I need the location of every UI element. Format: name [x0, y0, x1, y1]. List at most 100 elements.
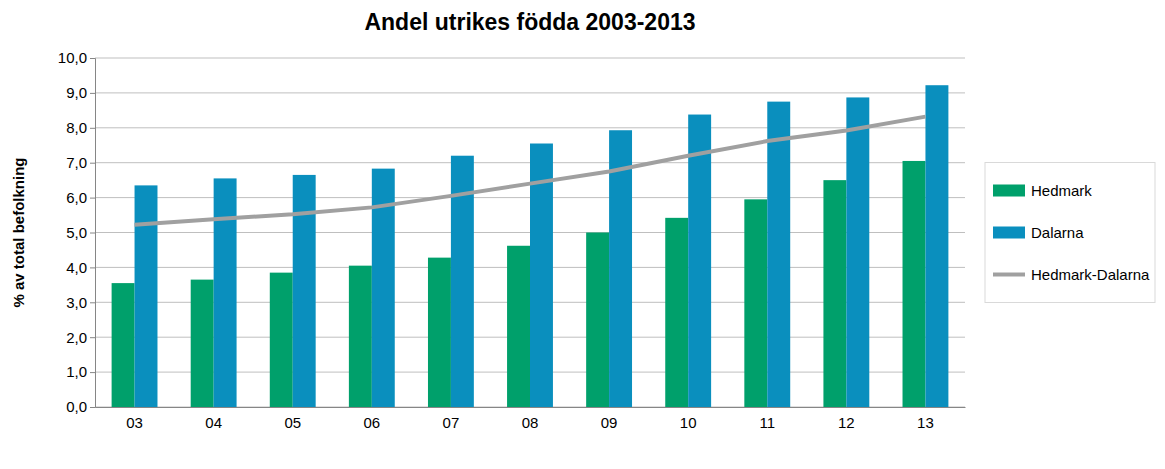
- x-tick-label: 12: [838, 414, 855, 431]
- x-tick: 05: [284, 407, 301, 431]
- y-tick: 2,0: [66, 329, 95, 346]
- x-tick-label: 06: [363, 414, 380, 431]
- y-tick-mark: [90, 128, 95, 129]
- y-tick-mark: [90, 302, 95, 303]
- y-tick: 5,0: [66, 224, 95, 241]
- y-axis-title: % av total befolkning: [10, 157, 27, 307]
- x-tick-label: 05: [284, 414, 301, 431]
- grid-line: [95, 92, 965, 93]
- y-tick: 7,0: [66, 154, 95, 171]
- legend: Hedmark Dalarna Hedmark-Dalarna: [985, 163, 1155, 303]
- bar: [925, 85, 948, 407]
- y-tick: 3,0: [66, 294, 95, 311]
- bar: [665, 218, 688, 407]
- legend-label: Hedmark: [1031, 182, 1092, 199]
- y-axis: 0,0 1,0 2,0 3,0 4,0 5,0 6,0 7,0 8,0 9,0 10,0: [58, 49, 96, 415]
- bar: [112, 283, 135, 407]
- y-tick: 8,0: [66, 119, 95, 136]
- bar-series: [112, 161, 926, 407]
- legend-box: [985, 163, 1155, 303]
- x-tick-label: 11: [759, 414, 775, 431]
- y-tick-label: 10,0: [58, 49, 87, 66]
- x-tick: 10: [680, 407, 697, 431]
- x-tick-label: 13: [917, 414, 934, 431]
- y-tick-mark: [90, 93, 95, 94]
- x-tick-label: 08: [522, 414, 539, 431]
- y-axis-line: [90, 59, 96, 408]
- y-tick-label: 5,0: [66, 224, 87, 241]
- y-tick-label: 7,0: [66, 154, 87, 171]
- legend-symbol: [993, 185, 1025, 197]
- grid-line: [95, 58, 965, 59]
- plot: 0,0 1,0 2,0 3,0 4,0 5,0 6,0 7,0 8,0 9,0 10,0 03 04 05…: [58, 49, 966, 430]
- bar: [586, 233, 609, 408]
- legend-item: Dalarna: [993, 224, 1084, 241]
- y-tick-label: 6,0: [66, 189, 87, 206]
- marks: [112, 85, 949, 407]
- x-tick: 11: [759, 407, 775, 431]
- y-tick-mark: [90, 407, 95, 408]
- x-tick-label: 10: [680, 414, 697, 431]
- bar: [846, 97, 869, 407]
- y-tick-label: 4,0: [66, 259, 87, 276]
- legend-label: Dalarna: [1031, 224, 1084, 241]
- x-tick: 13: [917, 407, 934, 431]
- bar: [191, 280, 214, 407]
- y-tick: 9,0: [66, 84, 95, 101]
- legend-symbol: [993, 227, 1025, 239]
- y-tick-mark: [90, 337, 95, 338]
- y-tick-mark: [90, 372, 95, 373]
- y-tick: 4,0: [66, 259, 95, 276]
- bar: [293, 175, 316, 407]
- x-tick: 06: [363, 407, 380, 431]
- bar: [349, 266, 372, 407]
- x-tick: 04: [205, 407, 222, 431]
- y-tick-mark: [90, 267, 95, 268]
- bar: [688, 115, 711, 407]
- x-axis-line: [96, 407, 966, 408]
- bar: [428, 258, 451, 407]
- bar-series: [135, 85, 949, 407]
- y-tick-mark: [90, 198, 95, 199]
- legend-item: Hedmark: [993, 182, 1092, 199]
- bar: [507, 246, 530, 407]
- y-tick-label: 2,0: [66, 329, 87, 346]
- x-tick: 07: [443, 407, 460, 431]
- bar: [903, 161, 926, 407]
- bar: [214, 178, 237, 407]
- y-tick: 0,0: [66, 398, 95, 415]
- y-tick-label: 8,0: [66, 119, 87, 136]
- y-tick: 10,0: [58, 49, 95, 66]
- bar: [270, 273, 293, 407]
- y-tick-label: 1,0: [66, 363, 87, 380]
- legend-label: Hedmark-Dalarna: [1031, 266, 1150, 283]
- x-tick-label: 09: [601, 414, 618, 431]
- x-tick-label: 07: [443, 414, 460, 431]
- bar: [823, 180, 846, 407]
- y-tick: 6,0: [66, 189, 95, 206]
- x-tick: 09: [601, 407, 618, 431]
- y-tick-label: 9,0: [66, 84, 87, 101]
- line: [135, 117, 926, 225]
- y-tick-label: 0,0: [66, 398, 87, 415]
- y-tick: 1,0: [66, 363, 95, 380]
- legend-item: Hedmark-Dalarna: [993, 266, 1150, 283]
- title: Andel utrikes födda 2003-2013: [364, 9, 695, 35]
- y-tick-mark: [90, 163, 95, 164]
- y-tick-mark: [90, 233, 95, 234]
- legend-symbol: [993, 273, 1025, 277]
- x-tick: 08: [522, 407, 539, 431]
- y-tick-label: 3,0: [66, 294, 87, 311]
- x-axis: 03 04 05 06 07 08 09 10 11 12 13: [96, 407, 966, 431]
- grid: [95, 58, 965, 407]
- grid-line: [95, 127, 965, 128]
- bar: [135, 185, 158, 407]
- bar: [744, 199, 767, 407]
- bar: [767, 102, 790, 407]
- x-tick: 12: [838, 407, 855, 431]
- x-tick: 03: [126, 407, 143, 431]
- chart: Andel utrikes födda 2003-2013 % av total …: [0, 0, 1165, 469]
- x-tick-label: 04: [205, 414, 222, 431]
- y-tick-mark: [90, 58, 95, 59]
- x-tick-label: 03: [126, 414, 143, 431]
